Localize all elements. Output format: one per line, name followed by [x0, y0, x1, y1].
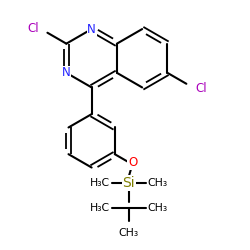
- Text: Si: Si: [122, 176, 135, 190]
- Text: H₃C: H₃C: [90, 178, 110, 188]
- Text: O: O: [128, 156, 137, 169]
- Text: Cl: Cl: [195, 82, 207, 95]
- Text: Cl: Cl: [27, 22, 38, 35]
- Text: H₃C: H₃C: [90, 203, 110, 213]
- Text: N: N: [62, 66, 71, 79]
- Text: N: N: [87, 22, 96, 36]
- Text: CH₃: CH₃: [147, 178, 168, 188]
- Text: CH₃: CH₃: [147, 203, 168, 213]
- Text: CH₃: CH₃: [119, 228, 139, 237]
